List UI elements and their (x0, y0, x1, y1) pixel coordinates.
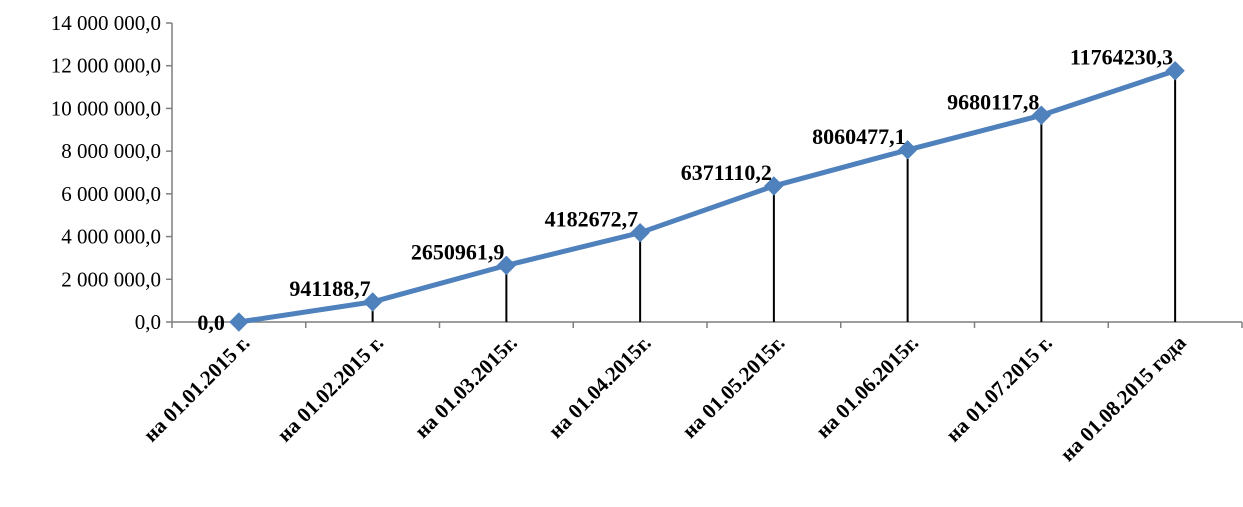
series-polyline (238, 68, 1176, 325)
x-tick-label: на 01.02.2015 г. (272, 331, 388, 447)
series-markers (229, 61, 1185, 332)
y-tick-label: 6 000 000,0 (61, 182, 161, 206)
data-point-marker (496, 255, 517, 276)
data-point-marker (362, 292, 383, 312)
data-label: 9680117,8 (947, 89, 1039, 114)
x-tick-label: на 01.06.2015г. (811, 331, 923, 443)
series-line (238, 68, 1176, 325)
data-label: 941188,7 (289, 276, 370, 301)
x-tick-label: на 01.05.2015г. (677, 331, 789, 443)
y-tick-label: 2 000 000,0 (61, 267, 161, 291)
y-tick-label: 4 000 000,0 (61, 225, 161, 249)
data-label: 11764230,3 (1070, 45, 1173, 70)
y-tick-label: 10 000 000,0 (51, 96, 161, 120)
data-labels: 0,0 941188,7 2650961,9 4182672,7 6371110,2 80… (197, 45, 1173, 335)
data-point-marker (1165, 61, 1185, 81)
x-tick-label: на 01.07.2015 г. (941, 331, 1057, 447)
x-tick-label: на 01.08.2015 года (1055, 330, 1191, 466)
data-point-marker (630, 222, 650, 243)
data-label: 8060477,1 (812, 124, 906, 149)
data-label: 6371110,2 (681, 160, 772, 185)
data-point-marker (897, 140, 918, 160)
y-tick-label: 0,0 (135, 310, 161, 334)
y-axis-tick-labels: 0,0 2 000 000,0 4 000 000,0 6 000 000,0 8 00… (51, 11, 161, 334)
y-tick-label: 12 000 000,0 (51, 54, 161, 78)
x-axis-tick-labels: на 01.01.2015 г. на 01.02.2015 г. на 01.03… (138, 330, 1191, 466)
axes (166, 22, 1243, 328)
y-tick-label: 8 000 000,0 (61, 139, 161, 163)
data-label: 4182672,7 (545, 207, 639, 232)
drop-lines (371, 70, 1177, 322)
x-tick-label: на 01.01.2015 г. (138, 331, 254, 447)
data-label: 0,0 (197, 310, 225, 335)
x-tick-label: на 01.04.2015г. (543, 331, 655, 443)
x-tick-label: на 01.03.2015г. (410, 331, 522, 443)
data-label: 2650961,9 (411, 239, 505, 264)
y-tick-label: 14 000 000,0 (51, 11, 161, 35)
data-point-marker (229, 312, 249, 332)
data-point-marker (764, 176, 784, 196)
data-point-marker (1031, 105, 1052, 125)
